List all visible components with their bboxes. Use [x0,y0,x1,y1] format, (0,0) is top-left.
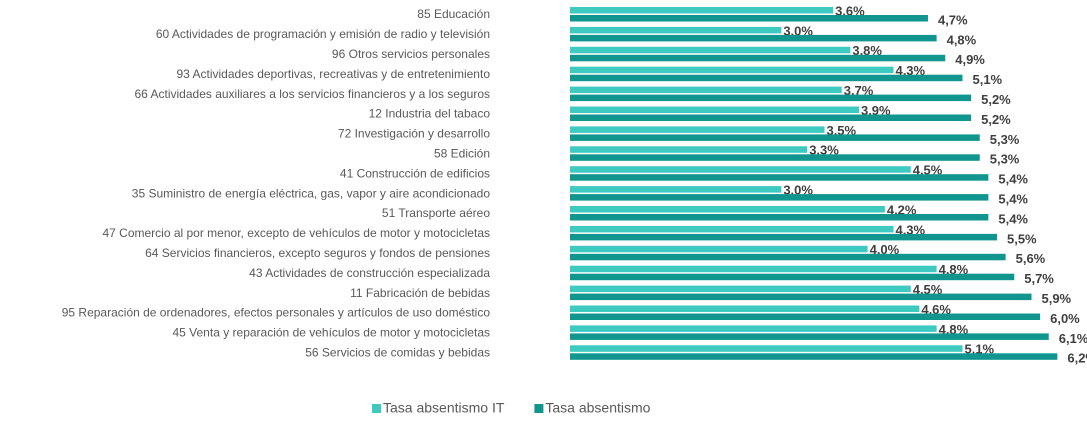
data-label: 4,8% [939,262,969,277]
data-label: 5,3% [990,152,1020,167]
category-label: 58 Edición [434,146,490,160]
bar [570,225,894,233]
category-label: 11 Fabricación de bebidas [350,286,490,300]
category-label: 43 Actividades de construcción especiali… [249,266,490,280]
bar [570,353,1058,360]
bar [570,46,851,54]
bar [570,194,989,201]
data-label: 4,8% [947,32,977,47]
bar [570,245,868,253]
category-label: 96 Otros servicios personales [332,47,490,61]
bar [570,174,989,181]
data-label: 5,9% [1041,291,1071,306]
bar [570,74,963,82]
data-label: 3,6% [835,3,865,18]
data-label: 3,0% [783,183,813,198]
category-label: 56 Servicios de comidas y bebidas [305,345,490,359]
bar [570,106,859,113]
bar [570,126,825,133]
data-label: 5,6% [1016,251,1046,266]
data-label: 4,8% [939,322,969,337]
data-label: 3,7% [844,83,874,98]
data-label: 4,5% [913,282,943,297]
legend-marker [534,404,544,413]
bar [570,206,885,213]
legend-label: Tasa absentismo IT [383,400,505,416]
bar [570,345,963,352]
category-label: 66 Actividades auxiliares a los servicio… [134,87,490,101]
data-label: 5,5% [1007,231,1037,246]
bar [570,285,911,293]
bar [570,293,1032,301]
category-label: 41 Construcción de edificios [340,166,490,180]
bar [570,54,946,62]
data-label: 5,1% [964,342,994,357]
data-label: 3,3% [809,143,839,158]
bar [570,214,989,221]
data-label: 5,2% [981,92,1011,107]
data-label: 4,3% [895,222,925,237]
bar [570,186,782,193]
data-label: 4,9% [955,52,985,67]
bar [570,253,1006,261]
category-label: 51 Transporte aéreo [382,206,490,220]
category-label: 12 Industria del tabaco [369,107,491,121]
data-label: 5,7% [1024,271,1054,286]
bar [570,154,980,161]
data-label: 4,6% [921,302,951,317]
category-label: 60 Actividades de programación y emisión… [156,27,490,41]
data-label: 6,0% [1050,311,1080,326]
data-label: 4,5% [913,163,943,178]
category-label: 64 Servicios financieros, excepto seguro… [145,246,490,260]
category-label: 35 Suministro de energía eléctrica, gas,… [132,186,491,200]
bar [570,325,937,332]
bar [570,7,834,14]
data-label: 3,0% [783,23,813,38]
bar [570,114,972,121]
data-label: 3,8% [852,43,882,58]
bar [570,146,808,153]
data-label: 6,2% [1067,351,1087,366]
data-label: 5,4% [998,211,1028,226]
category-label: 85 Educación [417,7,490,21]
category-label: 93 Actividades deportivas, recreativas y… [176,67,490,81]
data-label: 5,4% [998,172,1028,187]
bar [570,305,920,312]
legend-label: Tasa absentismo [545,400,650,416]
bar [570,26,782,34]
data-label: 4,2% [887,202,917,217]
bar [570,66,894,74]
category-label: 72 Investigación y desarrollo [338,127,490,141]
data-label: 4,3% [895,63,925,78]
bar [570,15,928,22]
category-label: 95 Reparación de ordenadores, efectos pe… [62,306,491,320]
data-label: 5,4% [998,192,1028,207]
category-label: 47 Comercio al por menor, excepto de veh… [102,226,490,240]
data-label: 3,9% [861,103,891,118]
bar [570,333,1049,340]
data-label: 6,1% [1059,331,1087,346]
bar [570,34,937,42]
data-label: 4,7% [938,12,968,27]
bar [570,94,972,102]
bar [570,134,980,141]
data-label: 3,5% [826,123,856,138]
category-label: 45 Venta y reparación de vehículos de mo… [172,326,490,340]
bar [570,313,1041,320]
bar [570,86,842,94]
data-label: 5,3% [990,132,1020,147]
bar [570,166,911,173]
data-label: 4,0% [870,242,900,257]
data-label: 5,2% [981,112,1011,127]
legend-marker [372,404,381,413]
bar [570,265,937,273]
bar [570,233,997,241]
bar [570,273,1015,281]
data-label: 5,1% [972,72,1002,87]
